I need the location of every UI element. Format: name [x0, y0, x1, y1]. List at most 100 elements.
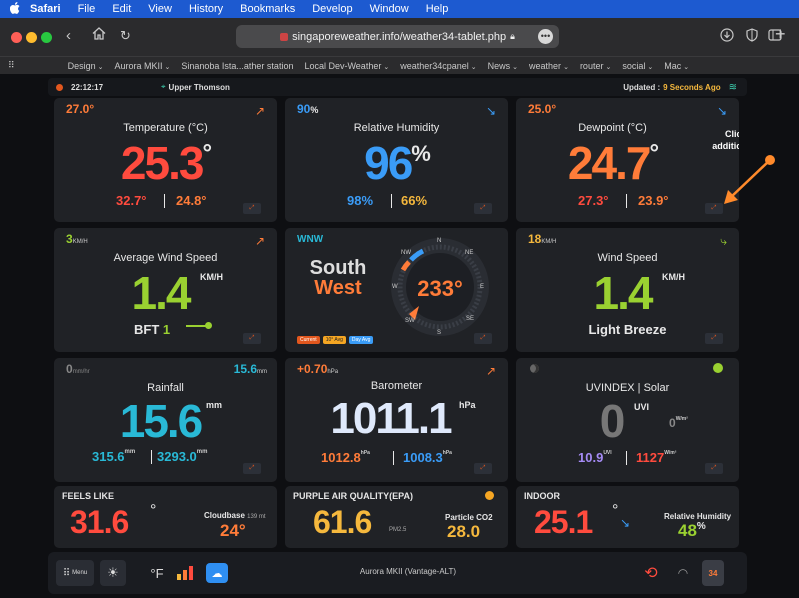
bft-label: BFT 1	[134, 322, 171, 337]
humidity-card[interactable]: 90% ↘ Relative Humidity 96% 98% 66% ⤢	[285, 98, 508, 222]
feels-like-card[interactable]: FEELS LIKE 31.6 ° Cloudbase 139 mt 24°	[54, 486, 277, 548]
minimize-window-button[interactable]	[26, 32, 37, 43]
expand-icon[interactable]: ⤢	[705, 333, 723, 344]
bookmark-weather[interactable]: weather ⌄	[529, 60, 569, 71]
rainfall-value: 15.6	[119, 395, 204, 447]
expand-icon[interactable]: ⤢	[243, 333, 261, 344]
calendar-button[interactable]: 34	[702, 560, 724, 586]
expand-icon[interactable]: ⤢	[243, 463, 261, 474]
grid-menu-icon: ⠿	[62, 567, 71, 579]
radar-button[interactable]: ◠	[677, 566, 689, 580]
shield-icon[interactable]	[746, 28, 758, 46]
wind-speed-value: 1.4	[593, 267, 654, 319]
co2-label: Particle CO2	[445, 513, 493, 522]
divider	[626, 194, 627, 208]
units-toggle-button[interactable]: °F	[150, 565, 164, 581]
menu-help[interactable]: Help	[425, 3, 449, 15]
address-bar[interactable]: singaporeweather.info/weather34-tablet.p…	[236, 25, 559, 48]
address-url: singaporeweather.info/weather34-tablet.p…	[292, 30, 507, 43]
barometer-low: 1008.3hPa	[403, 450, 452, 465]
expand-icon[interactable]: ⤢	[243, 203, 261, 214]
trend-up-icon: ↗	[485, 364, 496, 378]
back-icon[interactable]: ‹	[66, 27, 71, 44]
bookmark-social[interactable]: social ⌄	[622, 60, 654, 71]
rain-rate: 0mm/hr	[66, 362, 90, 376]
compass-label-w: W	[392, 284, 398, 290]
menu-button[interactable]: ⠿ Menu	[56, 560, 94, 586]
apps-grid-icon[interactable]: ⠿	[8, 60, 15, 70]
air-quality-card[interactable]: PURPLE AIR QUALITY(EPA) 61.6 PM2.5 Parti…	[285, 486, 508, 548]
barometer-card[interactable]: +0.70hPa ↗ Barometer 1011.1 hPa 1012.8hP…	[285, 358, 508, 482]
menu-history[interactable]: History	[188, 3, 224, 15]
theme-toggle-button[interactable]: ☀	[100, 560, 126, 586]
feels-like-degree: °	[150, 502, 157, 519]
rainfall-month: 315.6mm	[92, 449, 136, 464]
temperature-high: 32.7°	[116, 193, 147, 208]
bookmark-design[interactable]: Design ⌄	[67, 60, 104, 71]
legend-current: Current	[297, 336, 320, 344]
expand-icon[interactable]: ⤢	[705, 463, 723, 474]
page-options-button[interactable]: •••	[538, 29, 553, 44]
menu-bookmarks[interactable]: Bookmarks	[240, 3, 296, 15]
indoor-card[interactable]: INDOOR 25.1 ° ↘ Relative Humidity 48%	[516, 486, 739, 548]
zoom-window-button[interactable]	[41, 32, 52, 43]
bookmark-weather34cpanel[interactable]: weather34cpanel ⌄	[400, 60, 477, 71]
charts-button[interactable]	[174, 560, 196, 586]
barometer-unit: hPa	[459, 400, 476, 410]
barometer-title: Barometer	[370, 380, 423, 392]
refresh-button[interactable]: ⟲	[644, 565, 658, 582]
menu-develop[interactable]: Develop	[312, 3, 353, 15]
solar-max: 1127W/m²	[636, 450, 677, 465]
tab-overview-icon[interactable]	[768, 28, 782, 45]
downloads-icon[interactable]	[720, 28, 734, 46]
compass-label-n: N	[437, 238, 442, 244]
wind-speed-description: Light Breeze	[588, 322, 667, 337]
bookmark-router[interactable]: router ⌄	[579, 60, 612, 71]
bookmark-aurora-mkii[interactable]: Aurora MKII ⌄	[114, 60, 171, 71]
bookmark-news[interactable]: News ⌄	[487, 60, 519, 71]
expand-icon[interactable]: ⤢	[705, 203, 723, 214]
avg-wind-unit: KM/H	[200, 272, 223, 282]
temperature-corner-value: 27.0°	[66, 102, 95, 116]
home-icon[interactable]	[92, 27, 106, 44]
cloud-icon: ☁	[211, 567, 223, 580]
wind-speed-card[interactable]: 18KM/H ⤷ Wind Speed 1.4 KM/H Light Breez…	[516, 228, 739, 352]
wind-direction-card[interactable]: WNW South West N NE E SE S SW W NW 233° …	[285, 228, 508, 352]
air-quality-value: 61.6	[313, 504, 372, 540]
updated-value: 9 Seconds Ago	[663, 82, 721, 92]
menu-file[interactable]: File	[77, 3, 96, 15]
bookmark-mac[interactable]: Mac ⌄	[664, 60, 690, 71]
station-name: Aurora MKII (Vantage-ALT)	[359, 567, 457, 576]
wind-speed-corner-value: 18KM/H	[528, 232, 557, 246]
apple-menu-icon[interactable]	[0, 1, 30, 17]
menu-safari[interactable]: Safari	[30, 3, 61, 15]
temperature-card[interactable]: 27.0° ↗ Temperature (°C) 25.3° 32.7° 24.…	[54, 98, 277, 222]
rainfall-card[interactable]: 0mm/hr 15.6mm Rainfall 15.6 mm 315.6mm 3…	[54, 358, 277, 482]
expand-icon[interactable]: ⤢	[474, 203, 492, 214]
uv-solar-card[interactable]: UVINDEX | Solar 0 UVI 0W/m² 10.9UVI 1127…	[516, 358, 739, 482]
new-tab-icon[interactable]: +	[775, 24, 786, 44]
close-window-button[interactable]	[11, 32, 22, 43]
menu-edit[interactable]: Edit	[112, 3, 132, 15]
legend-day-avg: Day Avg	[348, 336, 374, 344]
expand-icon[interactable]: ⤢	[474, 333, 492, 344]
reload-icon[interactable]: ↻	[120, 28, 131, 43]
rain-today: 15.6mm	[233, 362, 267, 376]
expand-icon[interactable]: ⤢	[474, 463, 492, 474]
forecast-button[interactable]: ☁	[206, 563, 228, 583]
trend-down-icon: ↘	[485, 104, 496, 118]
weather-dashboard: 22:12:17 ⌖ Upper Thomson Updated : 9 Sec…	[0, 74, 799, 598]
bar-chart-icon	[177, 566, 193, 580]
avg-wind-card[interactable]: 3KM/H ↗ Average Wind Speed 1.4 KM/H BFT …	[54, 228, 277, 352]
bookmark-local-dev-weather[interactable]: Local Dev-Weather ⌄	[304, 60, 390, 71]
menu-view[interactable]: View	[148, 3, 172, 15]
bookmark-sinanoba[interactable]: Sinanoba Ista...ather station	[181, 60, 294, 71]
dewpoint-card[interactable]: 25.0° ↘ Dewpoint (°C) 24.7° 27.3° 23.9° …	[516, 98, 739, 222]
dewpoint-title: Dewpoint (°C)	[578, 122, 647, 134]
indoor-value: 25.1	[534, 504, 593, 540]
compass-label-sw: SW	[405, 318, 415, 324]
menu-window[interactable]: Window	[369, 3, 409, 15]
humidity-title: Relative Humidity	[353, 122, 440, 134]
trend-up-icon: ↗	[254, 104, 265, 118]
humidity-low: 66%	[401, 193, 428, 208]
